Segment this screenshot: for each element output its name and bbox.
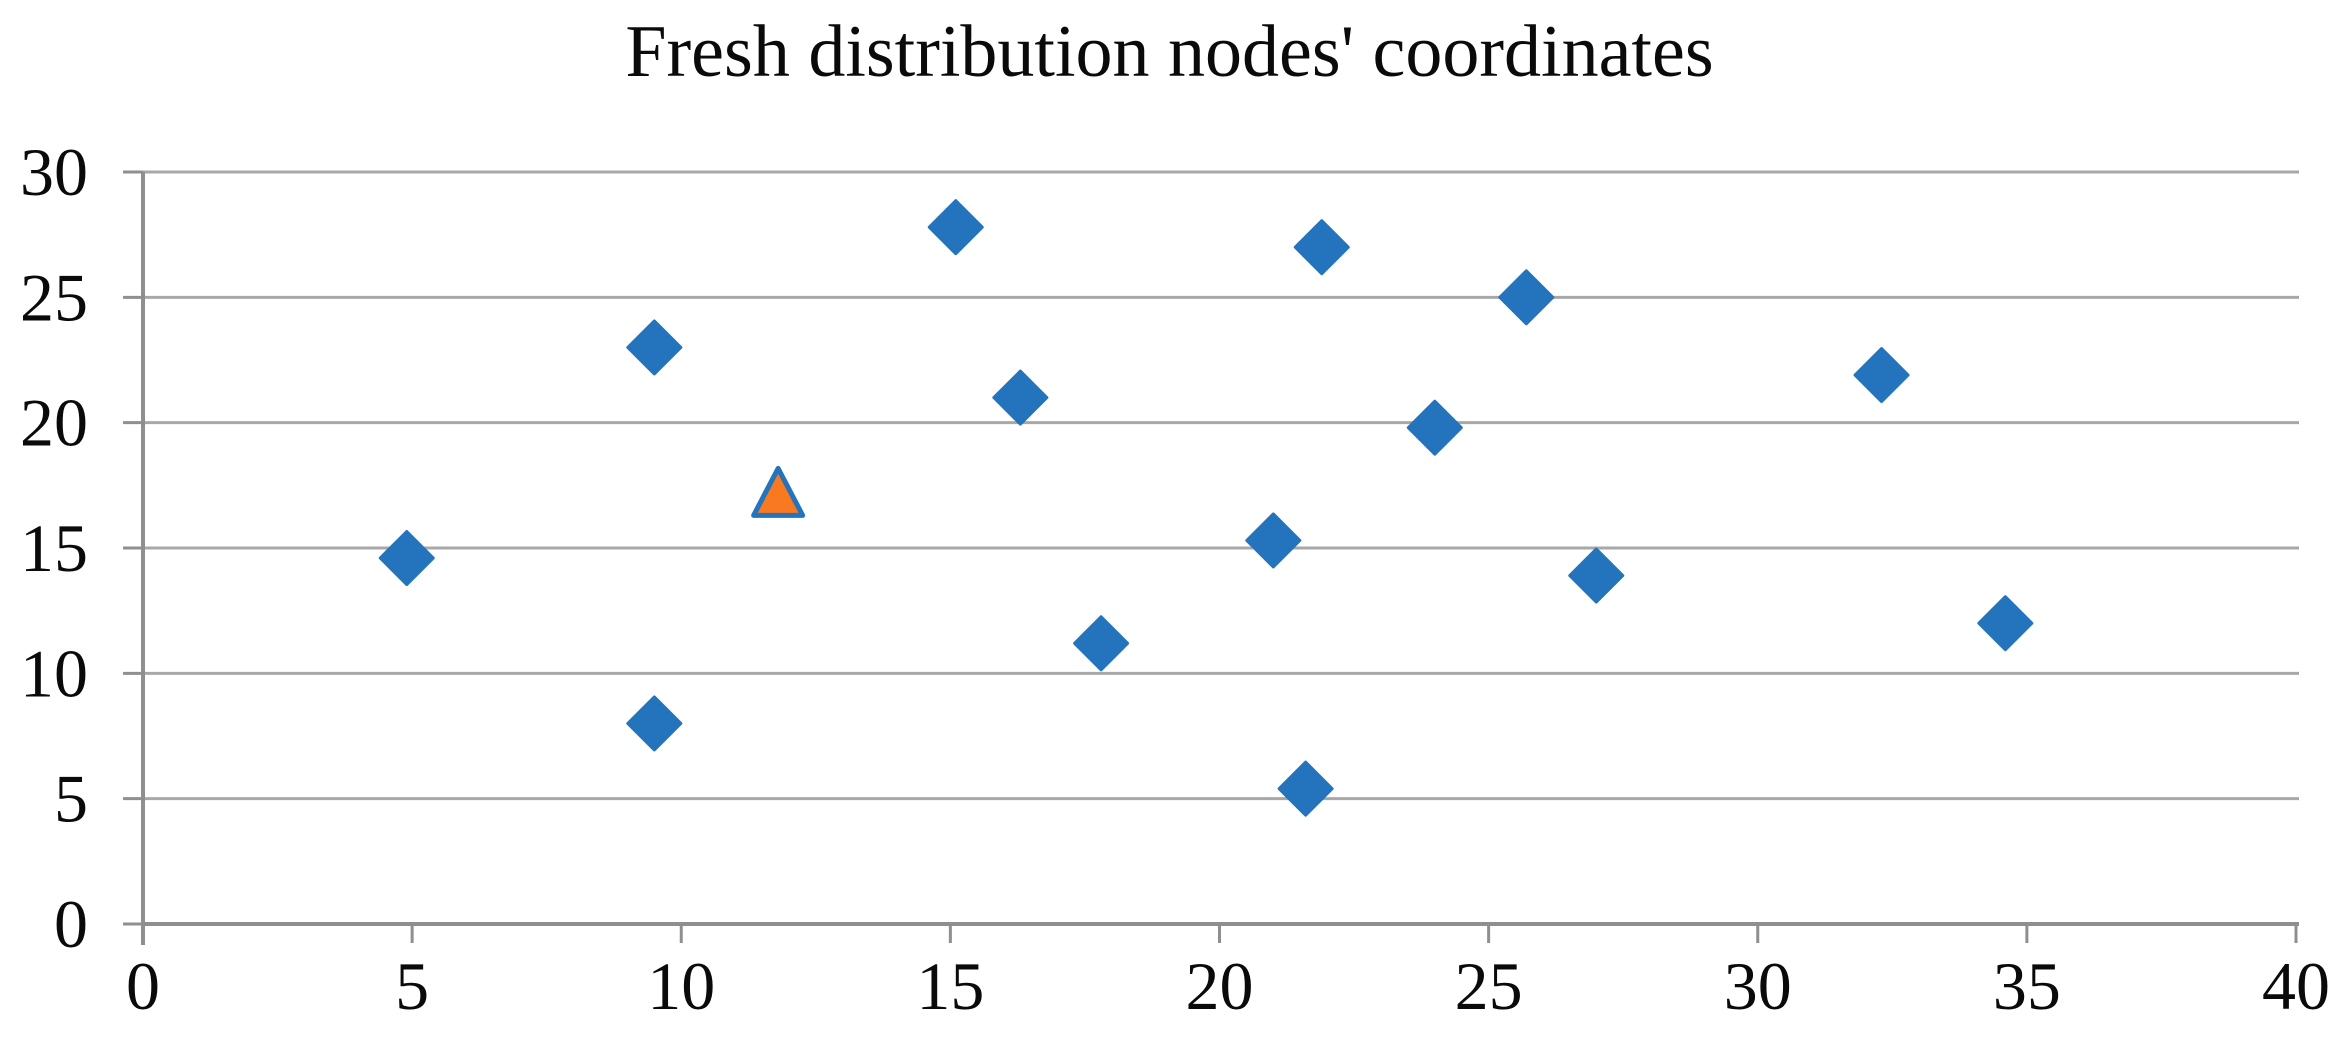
data-point-diamond: [626, 319, 683, 376]
x-tick-label: 10: [647, 948, 715, 1024]
axes-group: [141, 172, 2299, 945]
y-tick-label: 25: [20, 259, 88, 335]
data-point-diamond: [378, 530, 435, 587]
x-tick-label: 0: [126, 948, 160, 1024]
x-tick-label: 20: [1186, 948, 1254, 1024]
gridlines-group: [143, 170, 2299, 801]
x-tick-label: 35: [1993, 948, 2061, 1024]
data-point-diamond: [1245, 512, 1302, 569]
x-tick-label: 15: [916, 948, 984, 1024]
y-tick-label: 5: [54, 761, 88, 837]
data-point-diamond: [927, 199, 984, 256]
data-point-diamond: [1977, 595, 2034, 652]
data-point-diamond: [1853, 347, 1910, 404]
data-point-diamond: [1277, 760, 1334, 817]
x-tick-label: 40: [2262, 948, 2330, 1024]
tick-labels-group: 0 5 10 15 20 25 30 35 40 0 5 10 15 20 25 30: [20, 134, 2330, 1024]
data-point-diamond: [1073, 615, 1130, 672]
y-tick-label: 30: [20, 134, 88, 210]
ticks-group: [123, 170, 2298, 943]
y-tick-label: 0: [54, 886, 88, 962]
data-point-diamond: [1498, 269, 1555, 326]
data-point-diamond: [626, 695, 683, 752]
data-point-diamond: [1293, 219, 1350, 276]
y-tick-label: 20: [20, 385, 88, 461]
x-tick-label: 30: [1724, 948, 1792, 1024]
data-point-triangle: [751, 465, 806, 518]
data-point-diamond: [992, 369, 1049, 426]
data-point-diamond: [1406, 399, 1463, 456]
chart-title: Fresh distribution nodes' coordinates: [625, 11, 1714, 93]
y-tick-label: 10: [20, 635, 88, 711]
y-tick-label: 15: [20, 510, 88, 586]
x-tick-label: 25: [1455, 948, 1523, 1024]
data-point-diamond: [1568, 547, 1625, 604]
x-tick-label: 5: [395, 948, 429, 1024]
data-points-group: [378, 199, 2034, 817]
